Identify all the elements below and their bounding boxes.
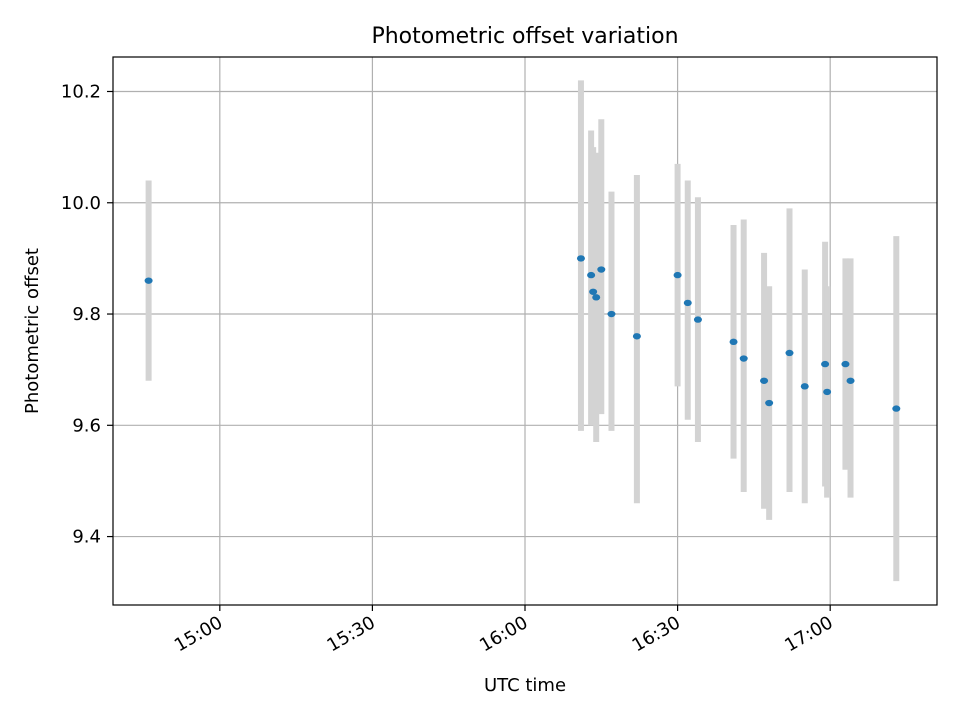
data-point xyxy=(673,271,682,279)
data-point xyxy=(683,299,692,307)
data-point xyxy=(800,383,809,390)
y-tick-label: 9.6 xyxy=(72,415,101,436)
y-tick-label: 10.2 xyxy=(61,81,101,102)
y-tick-label: 10.0 xyxy=(61,193,101,214)
data-point xyxy=(607,310,616,318)
data-point xyxy=(693,316,702,323)
data-point xyxy=(785,349,794,357)
data-point xyxy=(576,255,585,262)
x-axis-label: UTC time xyxy=(484,675,566,696)
grid xyxy=(113,57,937,605)
data-point xyxy=(589,288,598,295)
y-axis-ticks: 9.4 9.6 9.8 10.0 10.2 xyxy=(61,81,113,548)
data-point xyxy=(597,266,606,273)
data-point xyxy=(587,271,596,279)
data-point xyxy=(739,355,748,362)
points xyxy=(144,255,901,412)
y-tick-label: 9.4 xyxy=(72,527,101,548)
data-point xyxy=(841,360,850,368)
data-point xyxy=(846,377,855,384)
y-tick-label: 9.8 xyxy=(72,304,101,325)
y-axis-label: Photometric offset xyxy=(22,248,43,414)
data-point xyxy=(823,388,832,396)
data-point xyxy=(592,294,601,301)
data-point xyxy=(632,333,641,340)
data-point xyxy=(765,399,774,407)
data-point xyxy=(144,277,153,284)
data-point xyxy=(729,338,738,346)
chart-title: Photometric offset variation xyxy=(371,24,678,49)
data-point xyxy=(821,360,830,368)
data-point xyxy=(892,405,901,412)
data-point xyxy=(760,377,769,384)
